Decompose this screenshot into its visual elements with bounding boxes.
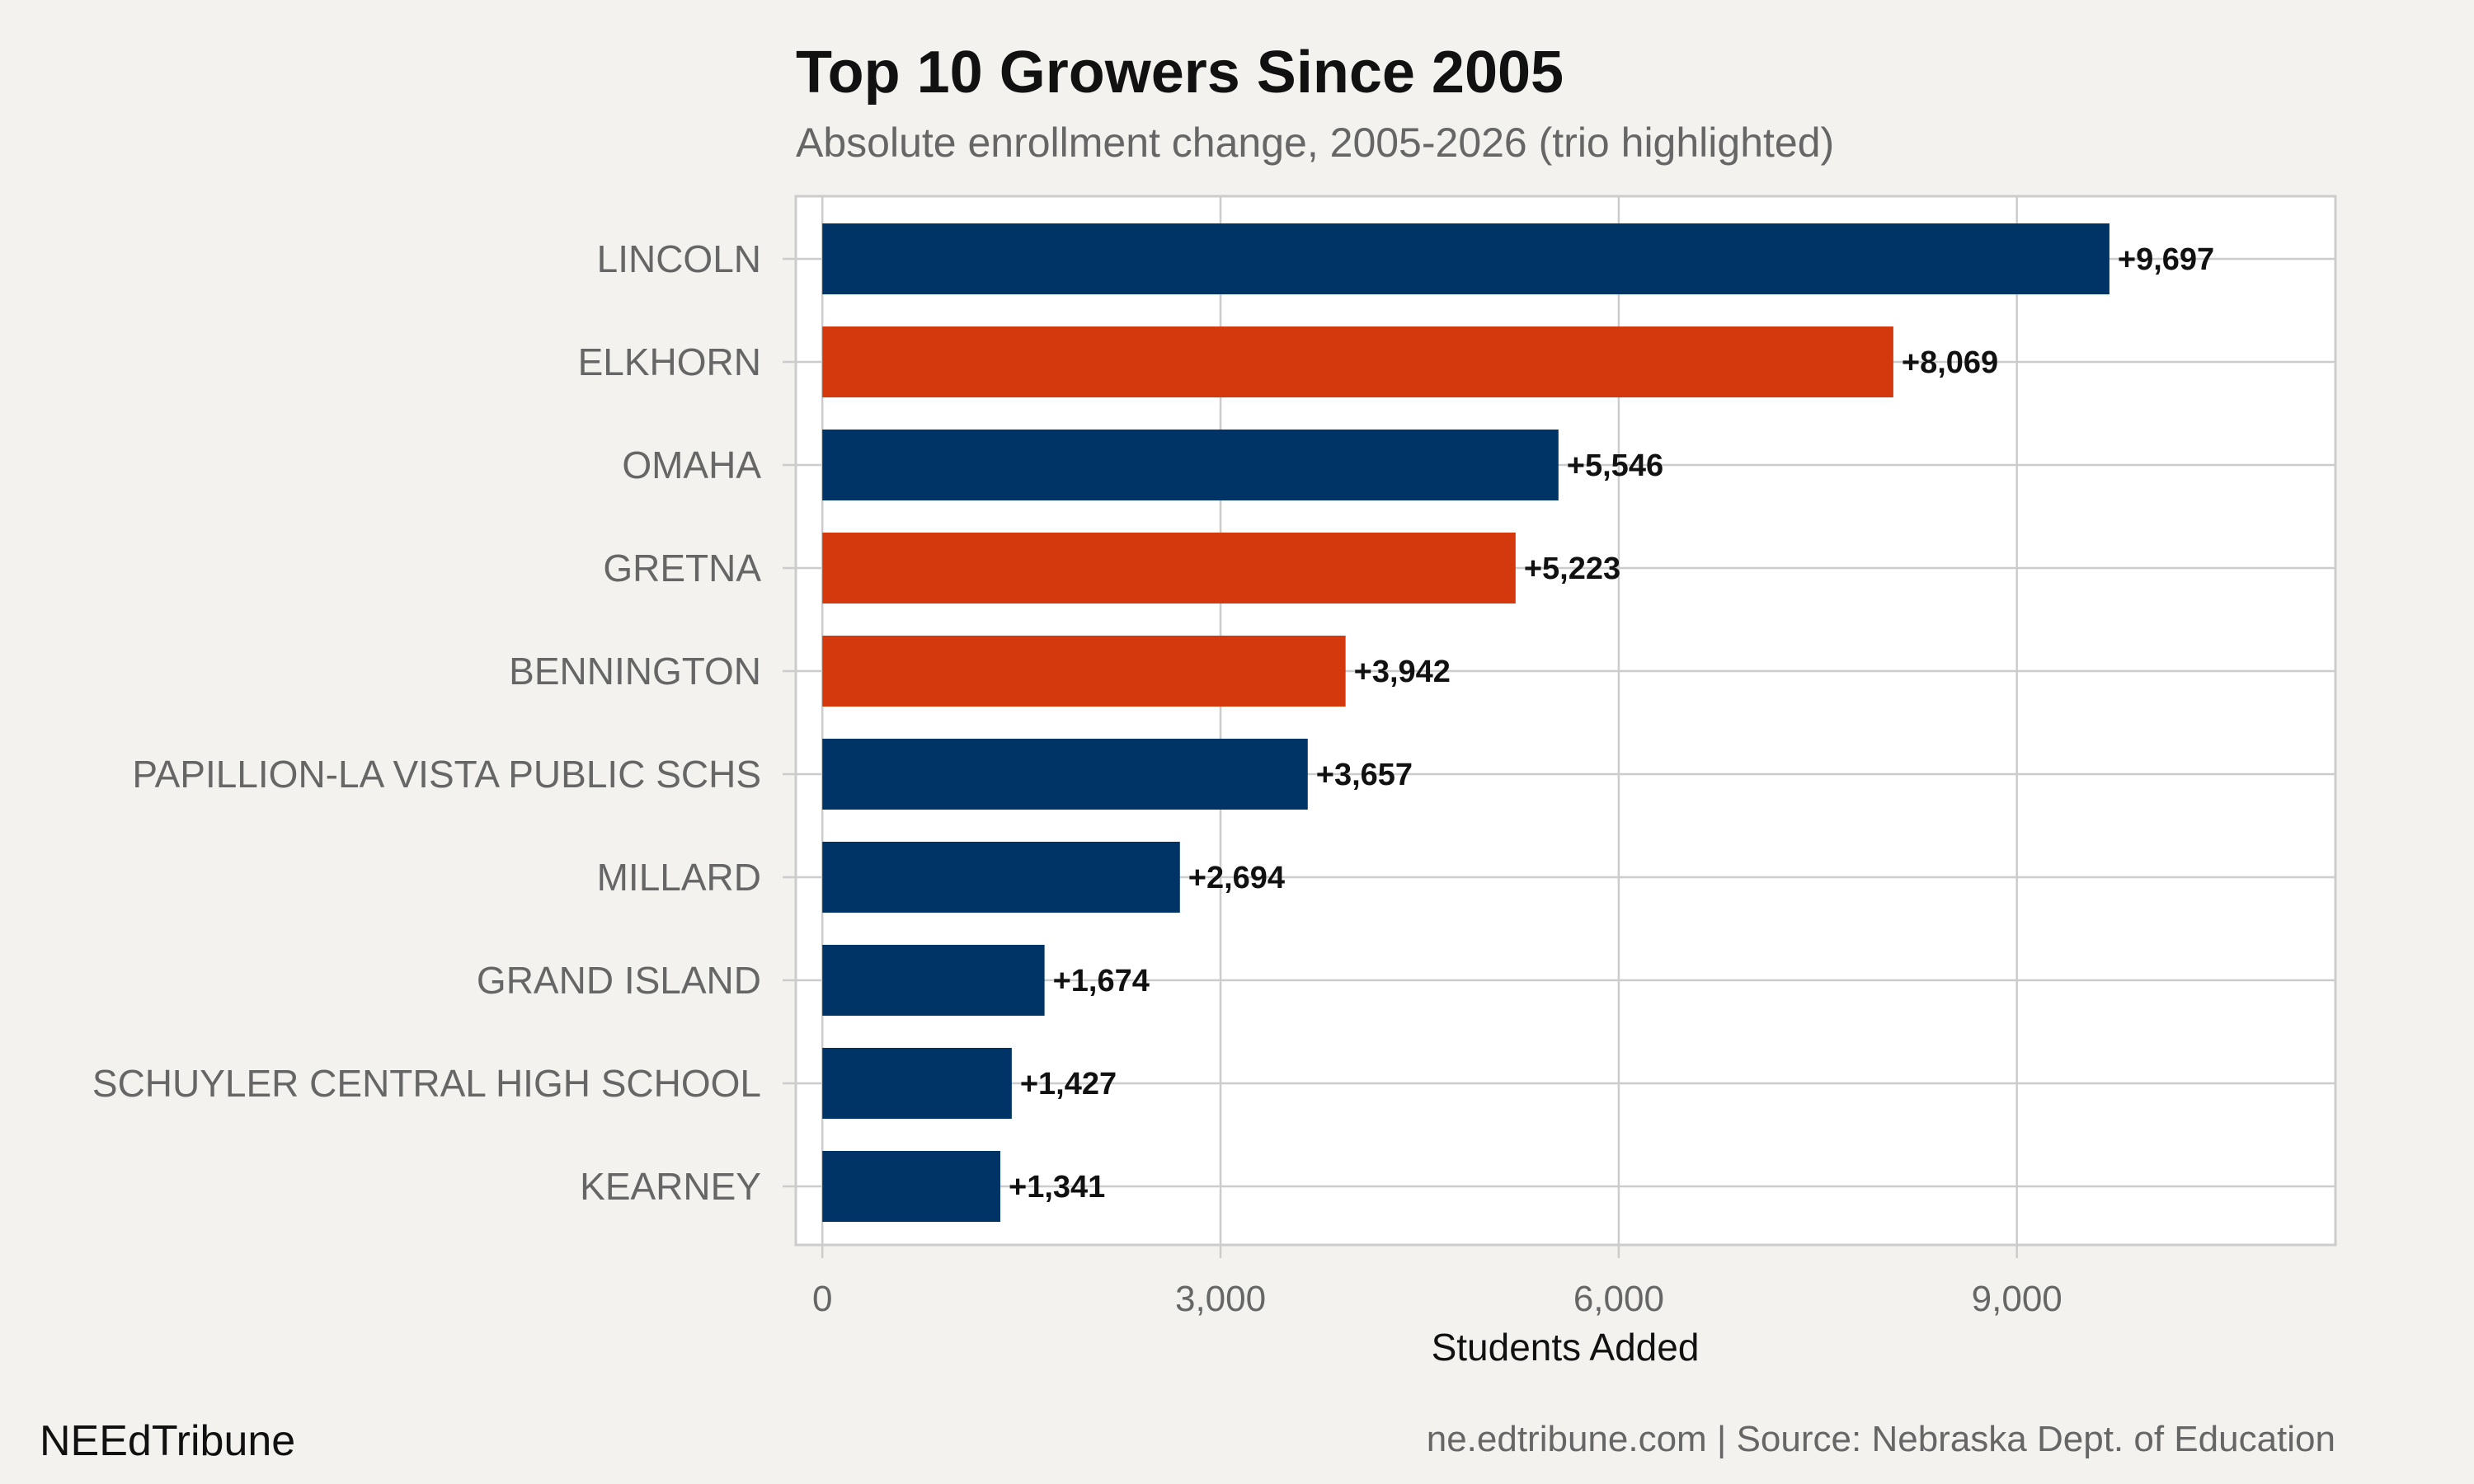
x-tick-label-3: 9,000 bbox=[1972, 1279, 2062, 1319]
x-axis-label: Students Added bbox=[1432, 1326, 1700, 1369]
bar-5 bbox=[822, 739, 1308, 810]
category-label-0: LINCOLN bbox=[597, 237, 761, 280]
category-labels: LINCOLN ELKHORN OMAHA GRETNA BENNINGTON PAPIL… bbox=[92, 237, 761, 1208]
bar-6 bbox=[822, 842, 1180, 913]
bar-7 bbox=[822, 945, 1045, 1016]
bar-0 bbox=[822, 223, 2109, 294]
category-label-9: KEARNEY bbox=[580, 1165, 761, 1208]
source-caption: ne.edtribune.com | Source: Nebraska Dept… bbox=[1427, 1419, 2335, 1459]
value-label-2: +5,546 bbox=[1567, 448, 1663, 483]
value-labels: +9,697 +8,069 +5,546 +5,223 +3,942 +3,657 +2,6… bbox=[1009, 242, 2214, 1205]
bar-3 bbox=[822, 533, 1516, 603]
bar-4 bbox=[822, 636, 1346, 707]
x-tick-label-1: 3,000 bbox=[1175, 1279, 1266, 1319]
value-label-0: +9,697 bbox=[2118, 242, 2214, 277]
chart-title: Top 10 Growers Since 2005 bbox=[796, 40, 1564, 106]
x-tick-label-0: 0 bbox=[812, 1279, 832, 1319]
bar-1 bbox=[822, 326, 1893, 397]
value-label-5: +3,657 bbox=[1316, 758, 1413, 792]
chart-subtitle: Absolute enrollment change, 2005-2026 (t… bbox=[796, 120, 1834, 166]
bar-9 bbox=[822, 1151, 1001, 1222]
category-label-5: PAPILLION-LA VISTA PUBLIC SCHS bbox=[132, 753, 761, 796]
category-label-6: MILLARD bbox=[597, 856, 761, 899]
value-label-3: +5,223 bbox=[1524, 552, 1620, 586]
value-label-1: +8,069 bbox=[1902, 345, 1998, 380]
bar-8 bbox=[822, 1048, 1012, 1119]
x-tick-labels: 0 3,000 6,000 9,000 bbox=[812, 1279, 2062, 1319]
value-label-4: +3,942 bbox=[1354, 655, 1451, 689]
category-label-1: ELKHORN bbox=[578, 340, 761, 383]
x-tick-label-2: 6,000 bbox=[1573, 1279, 1664, 1319]
brand-name: NEEdTribune bbox=[40, 1417, 295, 1465]
bar-2 bbox=[822, 430, 1559, 500]
category-label-4: BENNINGTON bbox=[509, 650, 761, 693]
value-label-6: +2,694 bbox=[1188, 861, 1285, 895]
value-label-9: +1,341 bbox=[1009, 1170, 1105, 1205]
category-label-8: SCHUYLER CENTRAL HIGH SCHOOL bbox=[92, 1062, 761, 1105]
bars bbox=[822, 223, 2109, 1222]
category-label-7: GRAND ISLAND bbox=[477, 959, 761, 1002]
value-label-8: +1,427 bbox=[1020, 1067, 1117, 1101]
category-label-3: GRETNA bbox=[603, 547, 761, 589]
category-label-2: OMAHA bbox=[622, 444, 761, 486]
value-label-7: +1,674 bbox=[1053, 964, 1150, 998]
